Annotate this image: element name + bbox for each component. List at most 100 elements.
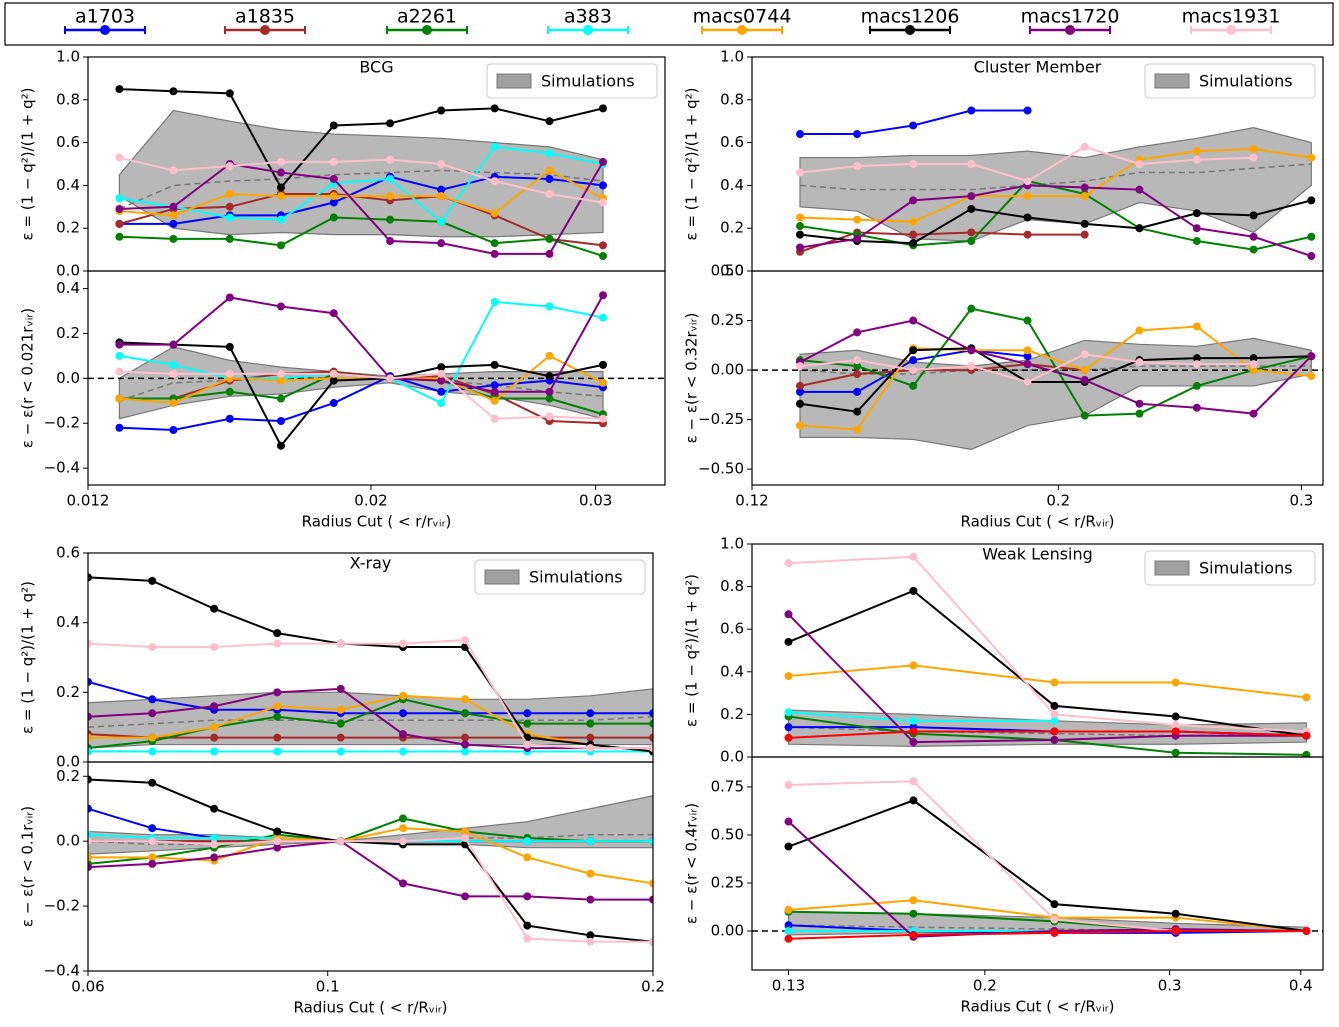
series-line	[88, 840, 653, 901]
data-point	[523, 719, 532, 728]
data-point	[490, 177, 499, 186]
data-point	[1050, 900, 1059, 909]
data-point	[1192, 224, 1201, 233]
data-point	[88, 804, 92, 813]
data-point	[1307, 196, 1316, 205]
data-point	[795, 399, 804, 408]
data-point	[490, 249, 499, 258]
x-tick-label: 0.012	[67, 492, 110, 510]
data-point	[1050, 710, 1059, 719]
series-line	[799, 231, 1085, 253]
data-point	[225, 342, 234, 351]
x-tick-label: 0.1	[316, 978, 340, 996]
data-point	[1249, 366, 1258, 375]
data-point	[1302, 731, 1311, 740]
data-point	[1302, 927, 1311, 936]
data-point	[853, 387, 862, 396]
x-tick-label: 0.2	[973, 977, 997, 995]
legend-label: macs1931	[1182, 6, 1281, 28]
data-point	[1023, 230, 1032, 239]
data-point	[909, 356, 918, 365]
data-point	[336, 837, 345, 846]
data-point	[336, 684, 345, 693]
series-line	[88, 694, 653, 753]
data-point	[276, 394, 285, 403]
data-point	[1050, 678, 1059, 687]
data-point	[545, 302, 554, 311]
series-line	[119, 216, 604, 257]
data-point	[853, 356, 862, 365]
plot-area	[752, 777, 1323, 943]
data-point	[1171, 712, 1180, 721]
data-point	[649, 879, 653, 888]
legend-label: a1703	[75, 6, 135, 28]
series-line	[119, 192, 604, 247]
data-point	[273, 688, 282, 697]
data-point	[1023, 377, 1032, 386]
data-point	[909, 230, 918, 239]
legend-frame	[474, 559, 646, 595]
y-axis-label: ε = (1 − q²)/(1 + q²)	[683, 87, 701, 240]
series-line	[119, 294, 604, 393]
data-point	[909, 196, 918, 205]
x-tick-label: 0.2	[641, 978, 665, 996]
data-point	[1307, 232, 1316, 241]
data-point	[598, 313, 607, 322]
data-point	[148, 643, 157, 652]
data-point	[399, 709, 408, 718]
data-point	[586, 837, 595, 846]
legend-patch	[496, 73, 532, 89]
data-point	[148, 576, 157, 585]
data-point	[225, 162, 234, 171]
data-point	[461, 709, 470, 718]
data-point	[225, 234, 234, 243]
data-point	[169, 399, 178, 408]
data-point	[1192, 155, 1201, 164]
data-point	[586, 869, 595, 878]
data-point	[399, 691, 408, 700]
data-point	[148, 824, 157, 833]
data-point	[148, 778, 157, 787]
data-point	[461, 827, 470, 836]
data-point	[853, 362, 862, 371]
data-point	[853, 328, 862, 337]
data-point	[909, 316, 918, 325]
legend-frame	[1144, 63, 1316, 99]
x-tick-label: 0.3	[1289, 492, 1313, 510]
data-point	[276, 215, 285, 224]
x-tick-label: 0.4	[1289, 977, 1313, 995]
data-point	[1135, 224, 1144, 233]
legend-label: macs1206	[861, 6, 960, 28]
data-point	[115, 194, 124, 203]
data-point	[1050, 928, 1059, 937]
data-point	[461, 833, 470, 842]
data-point	[909, 366, 918, 375]
y-tick-label: 0.0	[56, 262, 80, 280]
data-point	[273, 639, 282, 648]
data-point	[1135, 358, 1144, 367]
data-point	[598, 157, 607, 166]
data-point	[784, 637, 793, 646]
data-point	[649, 837, 653, 846]
data-point	[967, 160, 976, 168]
data-point	[461, 747, 470, 756]
data-point	[329, 174, 338, 183]
x-axis-label: Radius Cut ( < r/Rᵥᵢᵣ)	[961, 998, 1115, 1016]
data-point	[437, 185, 446, 194]
data-point	[909, 716, 918, 725]
data-point	[169, 166, 178, 175]
data-point	[1192, 322, 1201, 331]
data-point	[386, 237, 395, 246]
data-point	[795, 243, 804, 252]
data-point	[437, 106, 446, 115]
data-point	[598, 104, 607, 113]
legend-marker	[100, 25, 110, 35]
data-point	[399, 730, 408, 739]
data-point	[1171, 727, 1180, 736]
data-point	[967, 192, 976, 201]
data-point	[586, 895, 595, 904]
x-tick-label: 0.3	[1158, 977, 1182, 995]
data-point	[1249, 211, 1258, 220]
data-point	[1023, 316, 1032, 325]
y-axis-label: ε − ε(r < 0.021rᵥᵢᵣ)	[19, 308, 37, 448]
